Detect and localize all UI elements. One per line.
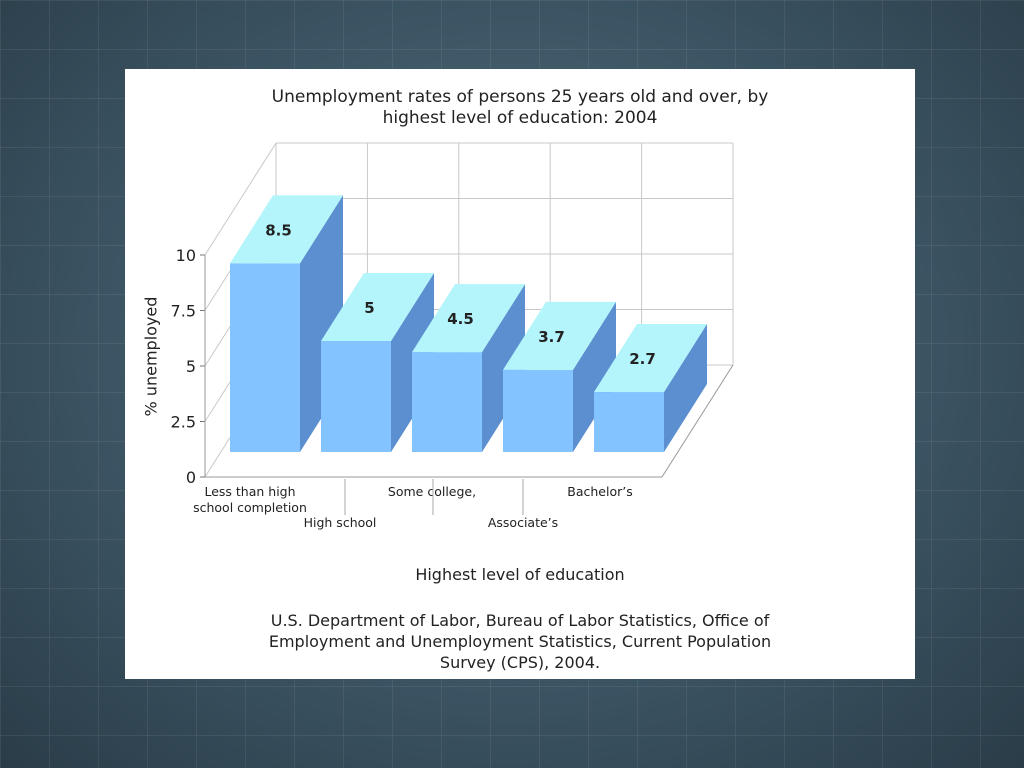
bar <box>594 392 664 452</box>
floor-right-edge <box>661 364 734 478</box>
y-tick-label: 2.5 <box>171 413 196 432</box>
y-tick-label: 10 <box>176 246 196 265</box>
bar-value-label: 3.7 <box>538 328 565 346</box>
bar-side-face <box>482 284 525 452</box>
y-tick-label: 7.5 <box>171 302 196 321</box>
bar-side-face <box>664 324 707 452</box>
chart-panel: 0 2.5 5 7.5 10 8.5 5 4.5 3.7 2.7 Less than high sch… <box>125 69 915 679</box>
x-tick-label: High school <box>304 515 377 530</box>
bar <box>230 263 300 452</box>
bar-chart: 0 2.5 5 7.5 10 8.5 5 4.5 3.7 2.7 Less than highsch… <box>171 142 734 530</box>
source-note: U.S. Department of Labor, Bureau of Labo… <box>125 610 915 673</box>
source-line-2: Employment and Unemployment Statistics, … <box>268 632 772 651</box>
x-tick-label: Associate’s <box>488 515 558 530</box>
x-tick-label: Bachelor’s <box>567 484 632 499</box>
bar <box>412 352 482 452</box>
x-tick-label: Some college, <box>388 484 476 499</box>
x-tick-label: school completion <box>193 500 307 515</box>
x-tick-label: Less than high <box>204 484 295 499</box>
bar <box>503 369 573 452</box>
bar-value-label: 2.7 <box>629 350 656 368</box>
bar-top-face <box>230 195 343 264</box>
bar <box>321 341 391 452</box>
x-axis-title: Highest level of education <box>415 565 625 584</box>
bar-value-label: 4.5 <box>447 310 474 328</box>
bar-side-face <box>573 301 616 452</box>
y-tick-label: 5 <box>186 357 196 376</box>
bar-value-label: 5 <box>364 299 374 317</box>
side-wall-gridline <box>204 142 277 256</box>
chart-title: Unemployment rates of persons 25 years o… <box>125 87 915 129</box>
chart-title-line-2: highest level of education: 2004 <box>382 108 658 128</box>
bar-top-face <box>503 301 616 370</box>
bar-top-face <box>412 284 525 353</box>
bar-value-label: 8.5 <box>265 221 292 239</box>
y-tick-label: 0 <box>186 468 196 487</box>
bar-top-face <box>594 324 707 393</box>
y-axis-title: % unemployed <box>141 296 161 417</box>
source-line-3: Survey (CPS), 2004. <box>439 653 601 672</box>
bar-top-face <box>321 273 434 341</box>
source-line-1: U.S. Department of Labor, Bureau of Labo… <box>270 611 770 630</box>
chart-title-line-1: Unemployment rates of persons 25 years o… <box>271 87 769 107</box>
